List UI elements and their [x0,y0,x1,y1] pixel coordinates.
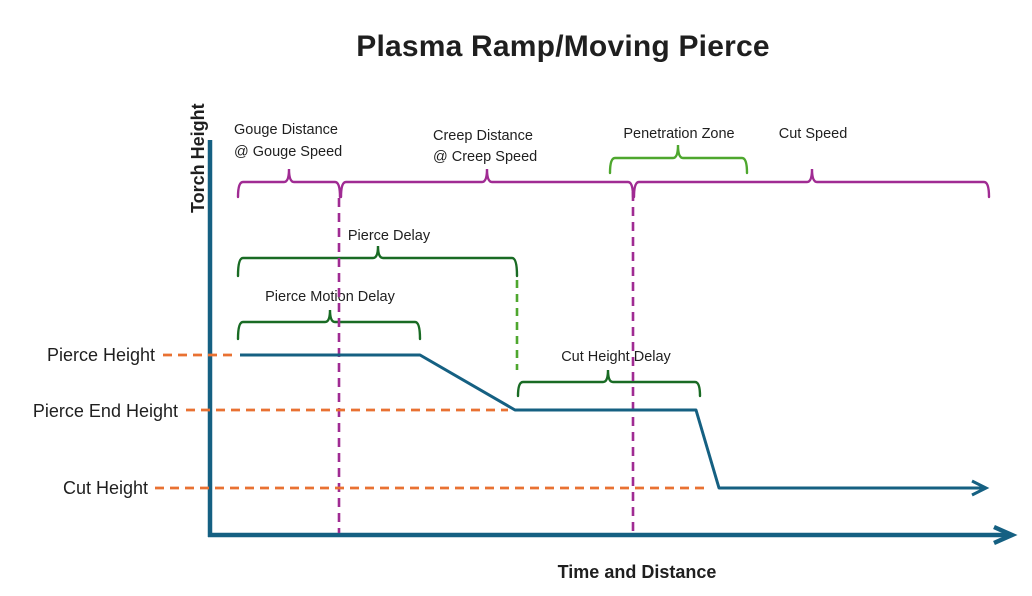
brace-pierce-delay [236,245,519,278]
label-pierce-end-height: Pierce End Height [33,401,178,421]
torch-height-profile-line [240,353,983,490]
label-penetration-zone: Penetration Zone [623,126,734,142]
y-axis-label: Torch Height [188,103,208,213]
profile-arrowhead-icon [971,479,990,497]
brace-penetration-zone [608,144,749,175]
label-pierce-motion-delay: Pierce Motion Delay [265,289,395,305]
brace-creep-distance [339,168,635,199]
page-title: Plasma Ramp/Moving Pierce [356,30,770,63]
brace-gouge-distance [236,168,342,199]
label-gouge-distance-line2: @ Gouge Speed [234,144,342,160]
brace-pierce-motion-delay [236,309,422,341]
brace-cut-height-delay [516,369,702,398]
label-creep-distance-line1: Creep Distance [433,128,533,144]
brace-cut-speed [632,168,991,199]
label-gouge-distance-line1: Gouge Distance [234,122,338,138]
label-pierce-height: Pierce Height [47,345,155,365]
label-pierce-delay: Pierce Delay [348,228,431,244]
x-axis-label: Time and Distance [558,562,717,582]
label-creep-distance-line2: @ Creep Speed [433,149,537,165]
label-cut-height-delay: Cut Height Delay [561,349,671,365]
label-cut-height: Cut Height [63,478,148,498]
x-axis-arrowhead-icon [993,524,1018,546]
label-cut-speed: Cut Speed [779,126,848,142]
